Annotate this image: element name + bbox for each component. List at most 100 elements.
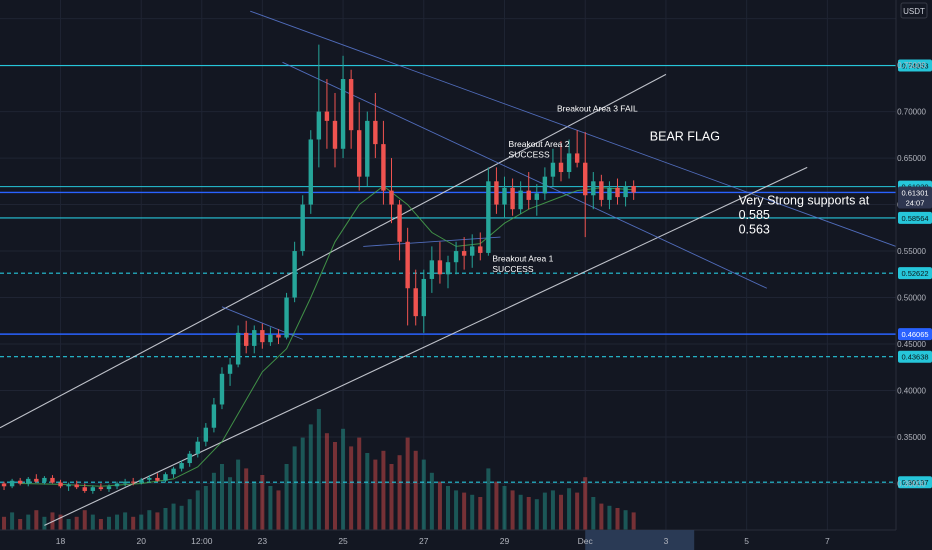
candle-body xyxy=(34,478,39,482)
price-tick-label: 0.40000 xyxy=(897,387,926,396)
price-level-label: 0.74953 xyxy=(901,62,928,71)
candle-body xyxy=(50,477,55,483)
candle-body xyxy=(42,477,47,482)
annotation-text: Breakout Area 2 xyxy=(509,139,570,149)
candle-body xyxy=(453,251,459,263)
volume-bar xyxy=(139,514,144,530)
volume-bar xyxy=(18,519,23,530)
volume-bar xyxy=(195,490,200,530)
price-axis[interactable]: USDT 0.749530.619300.585640.526220.46065… xyxy=(895,0,932,550)
volume-bar xyxy=(66,519,71,530)
candlestick-series xyxy=(1,44,636,494)
volume-bar xyxy=(2,516,7,530)
price-level-label: 0.46065 xyxy=(901,330,928,339)
current-price-tag xyxy=(898,186,932,209)
volume-bar xyxy=(74,516,79,530)
volume-bar xyxy=(106,516,111,530)
volume-bar xyxy=(623,510,628,530)
price-tick-label: 0.30000 xyxy=(897,480,926,489)
volume-bar xyxy=(332,442,337,530)
volume-bar xyxy=(470,494,475,530)
annotation-text: SUCCESS xyxy=(492,264,533,274)
trend-lines xyxy=(0,10,897,526)
volume-bar xyxy=(518,494,523,530)
volume-bars xyxy=(2,409,636,530)
candle-body xyxy=(583,162,588,196)
candle-body xyxy=(534,193,539,200)
candle-body xyxy=(106,486,112,490)
candle-body xyxy=(195,441,200,454)
candle-body xyxy=(413,288,418,317)
volume-bar xyxy=(211,472,216,530)
volume-bar xyxy=(228,477,233,530)
candle-body xyxy=(268,334,273,343)
volume-bar xyxy=(486,468,491,530)
volume-bar xyxy=(123,512,128,530)
candle-body xyxy=(599,181,604,200)
volume-bar xyxy=(34,510,39,530)
price-level-tag xyxy=(898,59,932,72)
candle-body xyxy=(82,487,87,491)
volume-bar xyxy=(292,446,297,530)
price-level-tag xyxy=(898,350,932,363)
time-tick-label: 18 xyxy=(56,536,66,546)
candle-body xyxy=(187,453,192,464)
candle-body xyxy=(494,181,499,205)
time-tick-label: 12:00 xyxy=(191,536,213,546)
candle-body xyxy=(211,404,217,428)
candle-body xyxy=(219,373,225,405)
currency-badge[interactable] xyxy=(900,2,928,19)
candle-body xyxy=(615,187,620,198)
annotation-text: Very Strong supports at xyxy=(739,194,870,208)
price-level-tag xyxy=(898,211,932,224)
candle-body xyxy=(292,251,297,298)
candle-body xyxy=(542,176,548,194)
candle-body xyxy=(324,111,330,121)
volume-bar xyxy=(421,459,426,530)
volume-bar xyxy=(583,477,588,530)
price-level-tag xyxy=(898,476,932,489)
candle-body xyxy=(147,477,152,480)
volume-bar xyxy=(276,490,281,530)
volume-bar xyxy=(494,481,499,530)
candle-body xyxy=(284,297,289,338)
candle-body xyxy=(502,187,507,205)
volume-bar xyxy=(316,409,321,530)
volume-bar xyxy=(462,492,467,530)
countdown-label: 24:07 xyxy=(906,198,925,207)
volume-bar xyxy=(341,428,346,530)
flag-line xyxy=(250,10,897,247)
volume-bar xyxy=(171,503,176,530)
candle-body xyxy=(9,480,15,487)
volume-bar xyxy=(591,497,596,530)
time-tick-label: 25 xyxy=(338,536,348,546)
time-axis[interactable]: 18 20 12:00 23 25 27 29 Dec 3 5 7 xyxy=(0,529,932,550)
volume-bar xyxy=(631,512,636,530)
candle-body xyxy=(26,478,31,484)
volume-bar xyxy=(203,486,208,530)
annotation-text: BEAR FLAG xyxy=(650,129,720,143)
volume-bar xyxy=(599,503,604,530)
price-level-tag xyxy=(898,328,932,341)
candle-body xyxy=(98,487,104,490)
price-level-label: 0.43638 xyxy=(901,353,928,362)
candle-body xyxy=(445,262,451,275)
candle-body xyxy=(405,241,410,289)
candle-body xyxy=(607,187,612,200)
volume-bar xyxy=(526,497,531,530)
volume-bar xyxy=(575,492,580,530)
candle-body xyxy=(389,190,394,205)
volume-bar xyxy=(131,516,136,530)
candle-body xyxy=(550,162,556,177)
volume-bar xyxy=(397,455,402,530)
candle-body xyxy=(566,153,572,173)
candle-body xyxy=(558,162,564,173)
volume-bar xyxy=(542,492,547,530)
volume-bar xyxy=(510,490,515,530)
candle-body xyxy=(461,251,467,256)
candle-body xyxy=(1,483,7,487)
volume-bar xyxy=(534,499,539,530)
volume-bar xyxy=(155,512,160,530)
current-price-label: 0.61301 xyxy=(901,188,928,197)
